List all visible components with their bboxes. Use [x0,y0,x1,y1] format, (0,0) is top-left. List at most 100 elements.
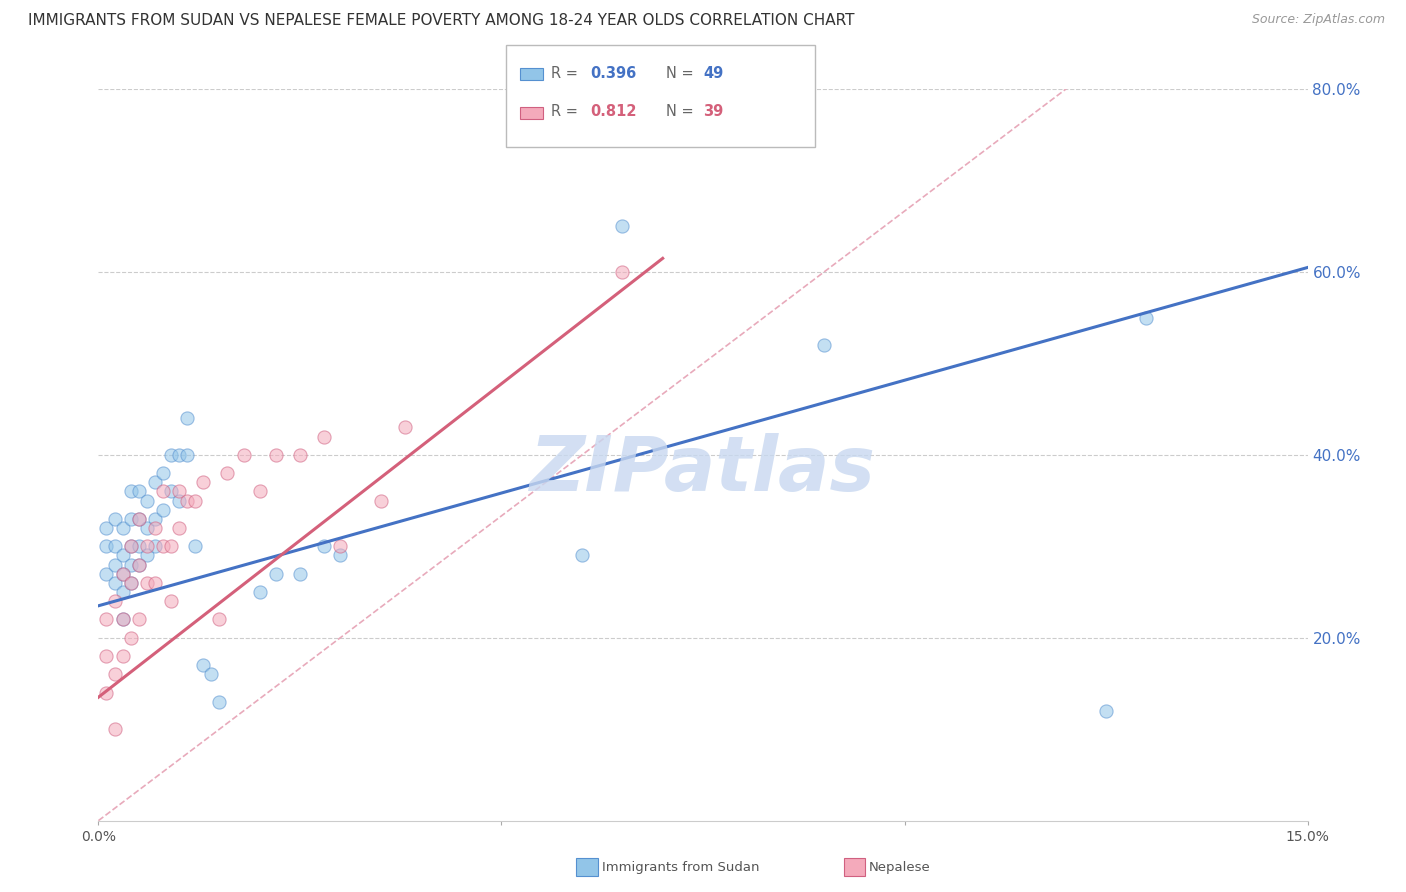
Point [208,695,231,709]
Point [111,649,134,664]
Point [111,521,134,535]
Point [288,566,311,581]
Point [103,576,125,591]
Point [176,411,198,425]
Point [152,539,174,553]
Point [128,558,150,572]
Text: Source: ZipAtlas.com: Source: ZipAtlas.com [1251,13,1385,27]
Point [370,493,392,508]
Point [184,539,207,553]
Text: 39: 39 [703,104,723,119]
Point [96,649,118,664]
Point [1135,310,1157,325]
Point [264,566,287,581]
Point [103,594,125,608]
Point [120,484,142,499]
Point [612,265,634,279]
Point [120,576,142,591]
Point [120,576,142,591]
Point [329,549,352,563]
Point [120,539,142,553]
Point [288,448,311,462]
Text: 49: 49 [703,66,723,80]
Point [128,613,150,627]
Point [143,539,166,553]
Point [249,484,271,499]
Point [128,512,150,526]
Point [184,493,207,508]
Point [120,539,142,553]
Point [111,549,134,563]
Point [120,558,142,572]
Point [249,585,271,599]
Point [329,539,352,553]
Point [111,613,134,627]
Point [143,512,166,526]
Point [160,539,183,553]
Point [193,475,215,490]
Point [314,430,336,444]
Point [96,685,118,699]
Point [160,594,183,608]
Point [103,558,125,572]
Text: 0.812: 0.812 [591,104,637,119]
Point [103,723,125,737]
Point [232,448,254,462]
Point [143,576,166,591]
Point [128,512,150,526]
Point [612,219,634,234]
Point [160,484,183,499]
Point [176,448,198,462]
Point [394,420,416,434]
Text: R =: R = [551,104,582,119]
Text: ZIPatlas: ZIPatlas [530,433,876,507]
Point [135,521,157,535]
Point [135,493,157,508]
Text: N =: N = [666,66,699,80]
Point [135,539,157,553]
Point [143,521,166,535]
Point [111,566,134,581]
Point [314,539,336,553]
Point [143,475,166,490]
Point [160,448,183,462]
Point [208,613,231,627]
Point [96,613,118,627]
Point [167,521,190,535]
Point [193,658,215,673]
Point [111,585,134,599]
Text: 0.396: 0.396 [591,66,637,80]
Point [135,549,157,563]
Point [111,566,134,581]
Point [120,512,142,526]
Text: IMMIGRANTS FROM SUDAN VS NEPALESE FEMALE POVERTY AMONG 18-24 YEAR OLDS CORRELATI: IMMIGRANTS FROM SUDAN VS NEPALESE FEMALE… [28,13,855,29]
Point [103,539,125,553]
Point [135,576,157,591]
Point [167,484,190,499]
Point [152,484,174,499]
Text: R =: R = [551,66,582,80]
Point [152,466,174,480]
Point [120,631,142,645]
Point [217,466,239,480]
Point [111,613,134,627]
Point [96,566,118,581]
Text: Nepalese: Nepalese [869,861,931,873]
Point [813,338,835,352]
Point [152,502,174,516]
Point [128,539,150,553]
Point [128,484,150,499]
Point [128,558,150,572]
Point [176,493,198,508]
Point [96,521,118,535]
Point [167,448,190,462]
Text: Immigrants from Sudan: Immigrants from Sudan [602,861,759,873]
Point [167,493,190,508]
Point [1095,704,1118,718]
Point [571,549,593,563]
Point [103,667,125,681]
Point [264,448,287,462]
Point [103,512,125,526]
Text: N =: N = [666,104,699,119]
Point [200,667,222,681]
